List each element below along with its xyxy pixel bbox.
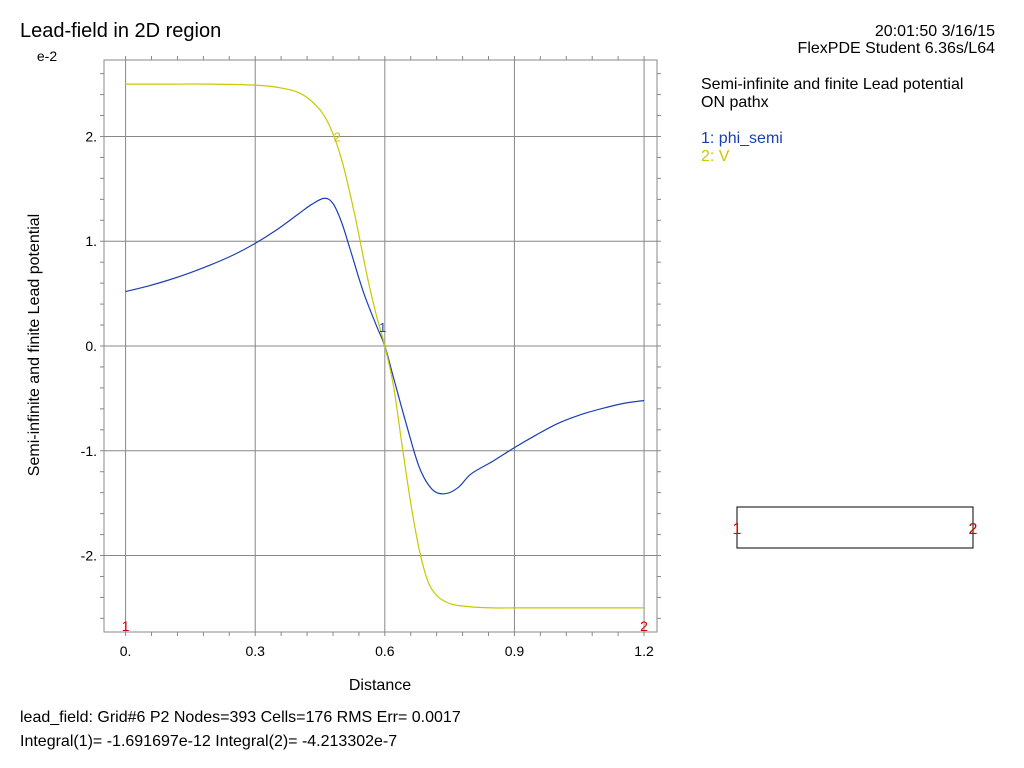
footer-integrals: Integral(1)= -1.691697e-12 Integral(2)= … (20, 733, 398, 750)
legend-item-v: 2: V (701, 148, 730, 165)
page-title: Lead-field in 2D region (20, 20, 222, 42)
axis-ticks (100, 56, 661, 636)
x-tick-label: 0.9 (505, 643, 525, 659)
y-tick-label: 2. (85, 128, 97, 144)
plot-description-line2: ON pathx (701, 94, 769, 111)
plot-description: Semi-infinite and finite Lead potential … (701, 76, 963, 112)
path-endpoint-start: 1 (122, 618, 130, 634)
series-marker-phi-semi: 1 (379, 320, 386, 335)
series-lines: 2 1 1 2 (122, 83, 648, 634)
plot-frame (103, 59, 658, 633)
x-axis-label: Distance (349, 677, 411, 694)
plot-description-line1: Semi-infinite and finite Lead potential (701, 76, 964, 93)
x-tick-label: 0.6 (375, 643, 395, 659)
series-line-v (125, 83, 645, 609)
path-start-label: 1 (733, 521, 742, 538)
series-line-phi-semi (125, 197, 645, 495)
timestamp: 20:01:50 3/16/15 (874, 23, 995, 40)
path-endpoint-end: 2 (640, 618, 648, 634)
y-exponent-label: e-2 (37, 48, 57, 64)
y-tick-label: -2. (81, 548, 97, 564)
grid (104, 60, 657, 632)
footer-stats: lead_field: Grid#6 P2 Nodes=393 Cells=17… (20, 709, 461, 726)
x-tick-label: 1.2 (634, 643, 654, 659)
x-tick-label: 0. (120, 643, 132, 659)
tick-labels: 0. 0.3 0.6 0.9 1.2 -2. -1. 0. 1. 2. (81, 128, 654, 659)
series-marker-v: 2 (334, 129, 341, 144)
legend-item-phi-semi: 1: phi_semi (701, 130, 783, 147)
y-tick-label: -1. (81, 443, 97, 459)
y-tick-label: 1. (85, 233, 97, 249)
x-tick-label: 0.3 (245, 643, 265, 659)
path-end-label: 2 (969, 521, 978, 538)
y-axis-label: Semi-infinite and finite Lead potential (26, 214, 43, 476)
product-version: FlexPDE Student 6.36s/L64 (797, 40, 995, 57)
y-tick-label: 0. (85, 338, 97, 354)
path-indicator-box (736, 506, 974, 549)
